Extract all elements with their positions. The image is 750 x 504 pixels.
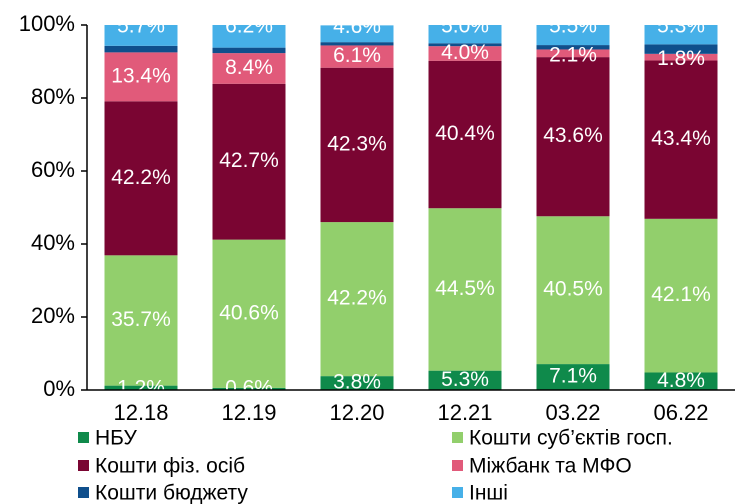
- segment-label: 5.3%: [441, 368, 489, 391]
- segment-label: 0.6%: [225, 377, 273, 400]
- segment-label: 1.2%: [117, 377, 165, 400]
- x-tick-label: 12.19: [221, 400, 276, 425]
- segment-label: 4.0%: [441, 41, 489, 64]
- segment-label: 35.7%: [111, 308, 171, 331]
- bar-segment-6-12.18: [104, 25, 178, 46]
- legend-swatch: [452, 487, 463, 498]
- legend-swatch: [78, 432, 89, 443]
- bar-segment-5-03.22: [536, 45, 610, 50]
- segment-label: 42.1%: [651, 283, 711, 306]
- segment-label: 5.3%: [657, 15, 705, 38]
- axes-layer: 12.18 12.19 12.20 12.21 03.22 06.22 0% 20% 40% 60…: [19, 11, 735, 425]
- bar-segment-6-12.19: [212, 25, 286, 48]
- bar-segment-1-06.22: [644, 372, 718, 390]
- bar-segment-2-12.19: [212, 239, 286, 388]
- bar-segment-4-12.20: [320, 45, 394, 68]
- y-tick-label: 40%: [31, 230, 75, 255]
- bar-segment-4-12.21: [428, 46, 502, 61]
- segment-label: 42.3%: [327, 132, 387, 155]
- legend-swatch: [78, 460, 89, 471]
- segment-label: 2.1%: [549, 44, 597, 67]
- y-tick-label: 80%: [31, 84, 75, 109]
- segment-label: 4.6%: [333, 15, 381, 38]
- bar-segment-1-03.22: [536, 364, 610, 390]
- bar-segment-6-03.22: [536, 25, 610, 46]
- bar-segment-3-06.22: [644, 60, 718, 219]
- bar-segment-3-12.21: [428, 60, 502, 209]
- legend-label: Інші: [469, 482, 508, 504]
- bar-segment-5-12.21: [428, 43, 502, 47]
- bar-segment-4-12.19: [212, 53, 286, 84]
- legend-swatch: [452, 460, 463, 471]
- bar-segment-1-12.18: [104, 385, 178, 390]
- segment-label: 5.0%: [441, 15, 489, 38]
- segment-label: 6.2%: [225, 15, 273, 38]
- bar-segment-1-12.20: [320, 376, 394, 390]
- bar-segment-6-12.20: [320, 25, 394, 43]
- bar-segment-2-06.22: [644, 218, 718, 373]
- bar-segment-2-12.18: [104, 255, 178, 386]
- legend: НБУ Кошти суб’єктів госп. Кошти фіз. осіб М…: [78, 427, 673, 504]
- bar-segment-5-12.20: [320, 42, 394, 46]
- segment-label: 40.4%: [435, 122, 495, 145]
- segment-labels-layer: 1.2% 35.7% 42.2% 13.4% 5.7% 0.6% 40.6% 42.7% 8.4…: [111, 15, 711, 400]
- segment-label: 5.5%: [549, 15, 597, 38]
- bar-segment-4-03.22: [536, 49, 610, 58]
- y-tick-label: 20%: [31, 303, 75, 328]
- legend-label: Кошти фіз. осіб: [95, 455, 245, 478]
- bar-segment-3-12.18: [104, 101, 178, 256]
- x-tick-label: 03.22: [545, 400, 600, 425]
- bar-segment-2-12.20: [320, 222, 394, 377]
- legend-label: НБУ: [95, 427, 137, 450]
- legend-swatch: [78, 487, 89, 498]
- segment-label: 43.6%: [543, 124, 603, 147]
- legend-swatch: [452, 432, 463, 443]
- x-tick-label: 06.22: [653, 400, 708, 425]
- bar-segment-2-12.21: [428, 208, 502, 371]
- segment-label: 7.1%: [549, 365, 597, 388]
- bar-segment-5-12.19: [212, 47, 286, 54]
- y-tick-label: 60%: [31, 157, 75, 182]
- segment-label: 44.5%: [435, 277, 495, 300]
- x-tick-label: 12.20: [329, 400, 384, 425]
- bar-segment-4-12.18: [104, 52, 178, 102]
- legend-label: Міжбанк та МФО: [469, 455, 632, 478]
- segment-label: 5.7%: [117, 15, 165, 38]
- segment-label: 3.8%: [333, 371, 381, 394]
- bar-segment-3-03.22: [536, 57, 610, 217]
- segment-label: 42.2%: [327, 287, 387, 310]
- bar-segment-1-12.19: [212, 387, 286, 390]
- bar-segment-3-12.19: [212, 83, 286, 240]
- bar-segment-3-12.20: [320, 67, 394, 223]
- y-tick-label: 0%: [43, 376, 75, 401]
- bar-segment-6-12.21: [428, 25, 502, 44]
- segment-label: 40.5%: [543, 278, 603, 301]
- bars-layer: [104, 25, 718, 390]
- bar-segment-1-12.21: [428, 370, 502, 390]
- x-tick-label: 12.18: [113, 400, 168, 425]
- segment-label: 42.2%: [111, 166, 171, 189]
- y-tick-label: 100%: [19, 11, 75, 36]
- legend-label: Кошти бюджету: [95, 482, 248, 504]
- segment-label: 42.7%: [219, 149, 279, 172]
- segment-label: 8.4%: [225, 56, 273, 79]
- segment-label: 40.6%: [219, 301, 279, 324]
- segment-label: 6.1%: [333, 44, 381, 67]
- legend-label: Кошти суб’єктів госп.: [469, 427, 673, 450]
- segment-label: 13.4%: [111, 64, 171, 87]
- bar-segment-2-03.22: [536, 216, 610, 365]
- bar-segment-5-12.18: [104, 45, 178, 53]
- bar-segment-6-06.22: [644, 25, 718, 45]
- segment-label: 4.8%: [657, 369, 705, 392]
- bar-segment-5-06.22: [644, 44, 718, 54]
- segment-label: 1.8%: [657, 47, 705, 70]
- segment-label: 43.4%: [651, 127, 711, 150]
- bar-segment-4-06.22: [644, 53, 718, 61]
- x-tick-label: 12.21: [437, 400, 492, 425]
